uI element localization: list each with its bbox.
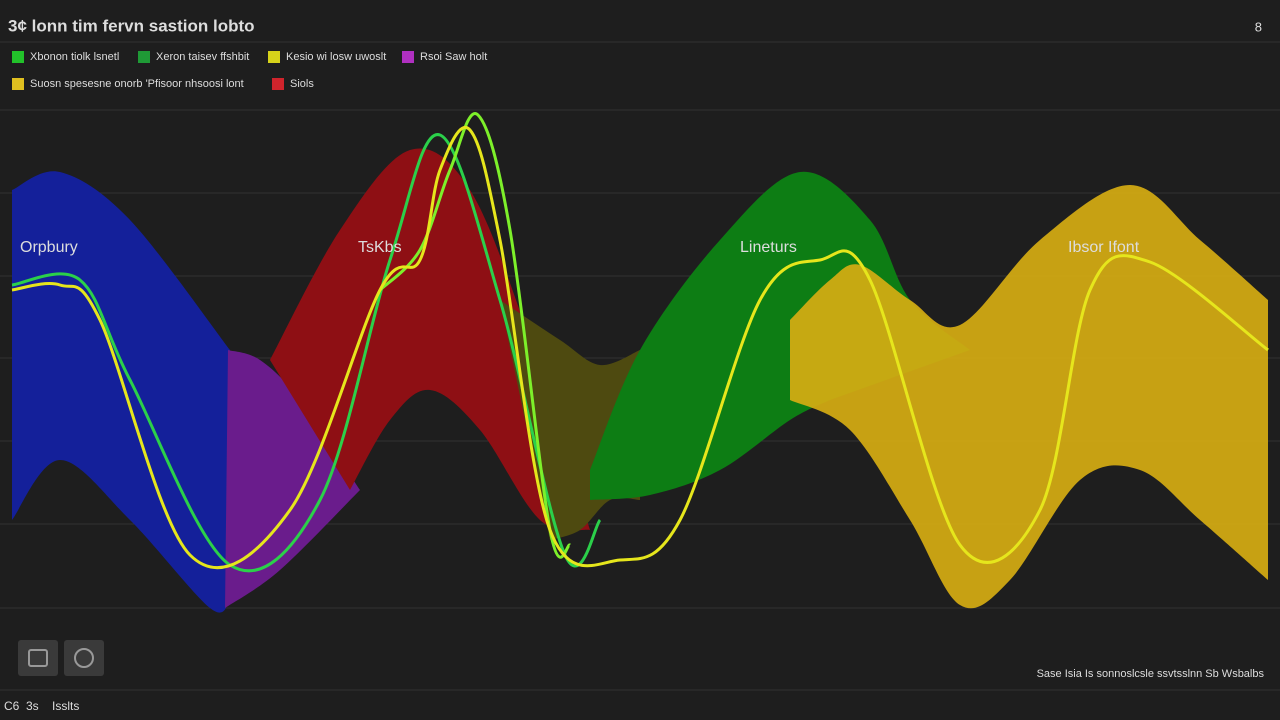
legend-swatch <box>12 51 24 63</box>
legend-label: Suosn spesesne onorb 'Pfisoor nhsoosi lo… <box>30 78 244 90</box>
title: 3¢ lonn tim fervn sastion lobto <box>8 16 255 35</box>
band <box>225 350 360 608</box>
button-icon <box>74 648 94 668</box>
button[interactable] <box>64 640 104 676</box>
band <box>790 185 1268 609</box>
legend-label: Kesio wi losw uwoslt <box>286 51 386 63</box>
footer-text: Sase Isia Is sonnoslcsle ssvtsslnn Sb Ws… <box>1037 668 1265 680</box>
legend-label: Xbonon tiolk lsnetl <box>30 51 119 63</box>
corner-label: 8 <box>1255 19 1262 34</box>
footer-text: Isslts <box>52 699 79 713</box>
stream-bands <box>11 112 1269 613</box>
band-label: Orpbury <box>20 239 78 256</box>
legend: Xbonon tiolk lsnetl Xeron taisev ffshbit K… <box>12 51 487 90</box>
button-icon <box>28 649 48 667</box>
band-label: Ibsor Ifont <box>1068 239 1140 256</box>
band <box>12 171 230 613</box>
band <box>270 148 590 531</box>
footer-text: C6 <box>4 699 20 713</box>
band-label: Lineturs <box>740 239 797 256</box>
legend-swatch <box>402 51 414 63</box>
footer-text: 3s <box>26 699 39 713</box>
legend-label: Rsoi Saw holt <box>420 51 487 63</box>
button[interactable] <box>18 640 58 676</box>
legend-swatch <box>268 51 280 63</box>
legend-label: Xeron taisev ffshbit <box>156 51 249 63</box>
band <box>590 171 970 500</box>
legend-label: Siols <box>290 78 314 90</box>
legend-swatch <box>138 51 150 63</box>
trend-line <box>11 126 1269 570</box>
legend-swatch <box>272 78 284 90</box>
trend-line <box>11 133 602 573</box>
legend-swatch <box>12 78 24 90</box>
band-label: TsKbs <box>358 239 402 256</box>
